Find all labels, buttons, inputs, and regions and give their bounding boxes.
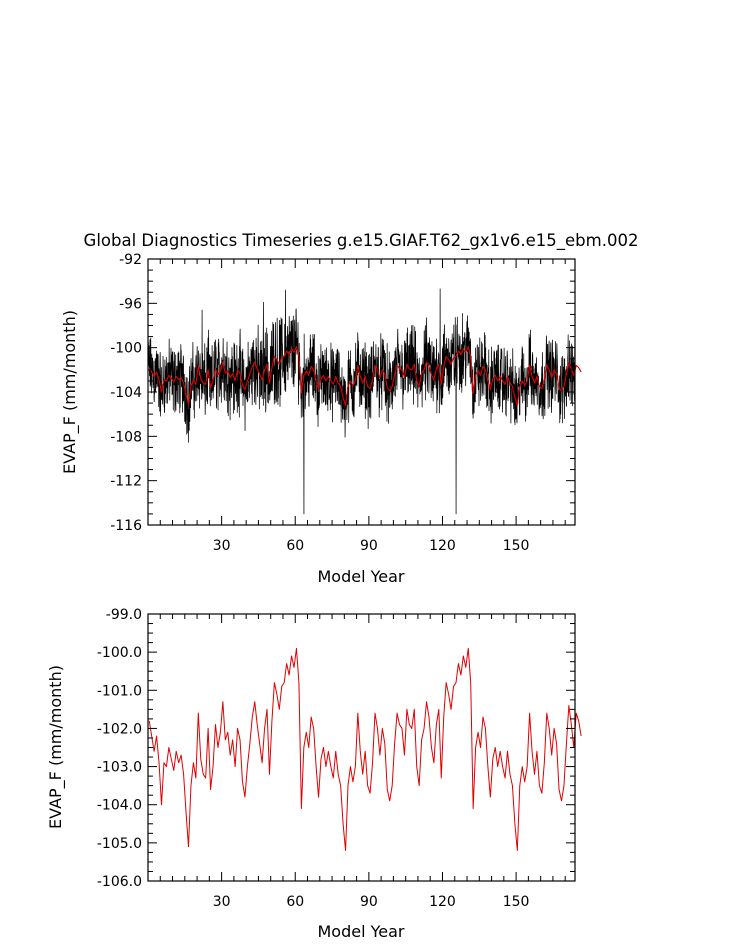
y-axis-label: EVAP_F (mm/month) xyxy=(60,310,80,474)
x-tick-label: 90 xyxy=(360,538,378,554)
chart-monthly-evap: Global Diagnostics Timeseries g.e15.GIAF… xyxy=(60,231,638,586)
chart-annual-evap: -106.0 -105.0 -104.0 -103.0 -102.0 -101.0 -100… xyxy=(46,607,582,941)
y-tick-label: -116 xyxy=(110,518,142,534)
series-annual-red xyxy=(148,647,582,851)
axis-ticks xyxy=(148,258,575,526)
y-tick-label: -96 xyxy=(119,296,142,312)
y-tick-label: -104.0 xyxy=(97,798,142,814)
plot-frame-rect xyxy=(147,613,576,882)
x-tick-label: 90 xyxy=(360,894,378,910)
y-tick-label: -103.0 xyxy=(97,760,142,776)
y-tick-label: -106.0 xyxy=(97,874,142,890)
y-axis-label: EVAP_F (mm/month) xyxy=(46,665,66,829)
annual-mean-line xyxy=(148,346,582,406)
y-tick-label: -108 xyxy=(110,429,142,445)
x-axis-label: Model Year xyxy=(318,567,405,586)
x-tick-labels: 30 60 90 120 150 xyxy=(213,894,530,910)
y-tick-label: -102.0 xyxy=(97,721,142,737)
y-tick-label: -112 xyxy=(110,474,142,490)
x-tick-label: 120 xyxy=(429,894,456,910)
y-tick-label: -100.0 xyxy=(97,645,142,661)
x-tick-labels: 30 60 90 120 150 xyxy=(213,538,530,554)
series-monthly-black xyxy=(147,288,576,515)
annual-mean-line xyxy=(148,647,582,851)
plot-frame xyxy=(147,613,576,882)
x-tick-label: 60 xyxy=(286,538,304,554)
chart-title: Global Diagnostics Timeseries g.e15.GIAF… xyxy=(84,231,639,251)
axis-ticks xyxy=(148,613,575,882)
x-tick-label: 30 xyxy=(213,894,231,910)
y-tick-label: -101.0 xyxy=(97,683,142,699)
y-tick-label: -99.0 xyxy=(106,607,142,623)
y-tick-label: -105.0 xyxy=(97,836,142,852)
x-tick-label: 150 xyxy=(503,538,530,554)
x-tick-label: 120 xyxy=(429,538,456,554)
y-tick-labels: -116 -112 -108 -104 -100 -96 -92 xyxy=(110,252,142,534)
y-tick-labels: -106.0 -105.0 -104.0 -103.0 -102.0 -101.0 -100… xyxy=(97,607,142,890)
x-tick-label: 60 xyxy=(286,894,304,910)
x-tick-label: 150 xyxy=(503,894,530,910)
y-tick-label: -92 xyxy=(119,252,142,268)
monthly-line xyxy=(147,288,576,515)
series-annual-red xyxy=(148,346,582,406)
y-tick-label: -104 xyxy=(110,385,142,401)
x-tick-label: 30 xyxy=(213,538,231,554)
y-tick-label: -100 xyxy=(110,341,142,357)
x-axis-label: Model Year xyxy=(318,922,405,941)
